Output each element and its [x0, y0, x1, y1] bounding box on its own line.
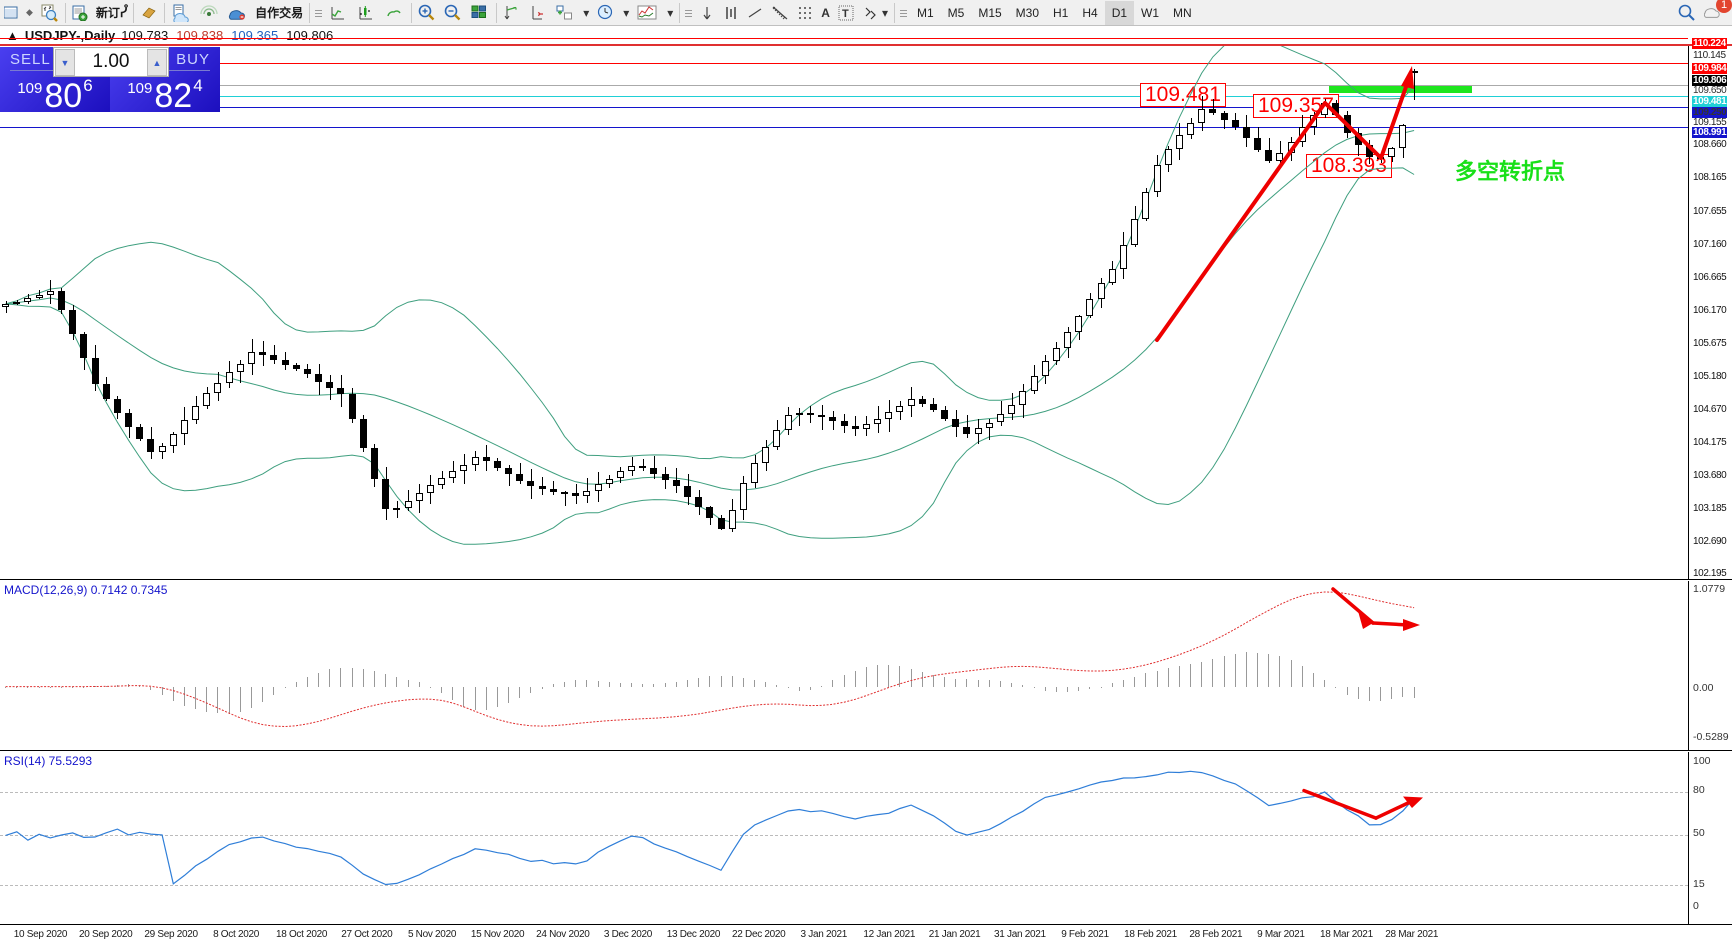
- svg-text:T: T: [842, 8, 849, 20]
